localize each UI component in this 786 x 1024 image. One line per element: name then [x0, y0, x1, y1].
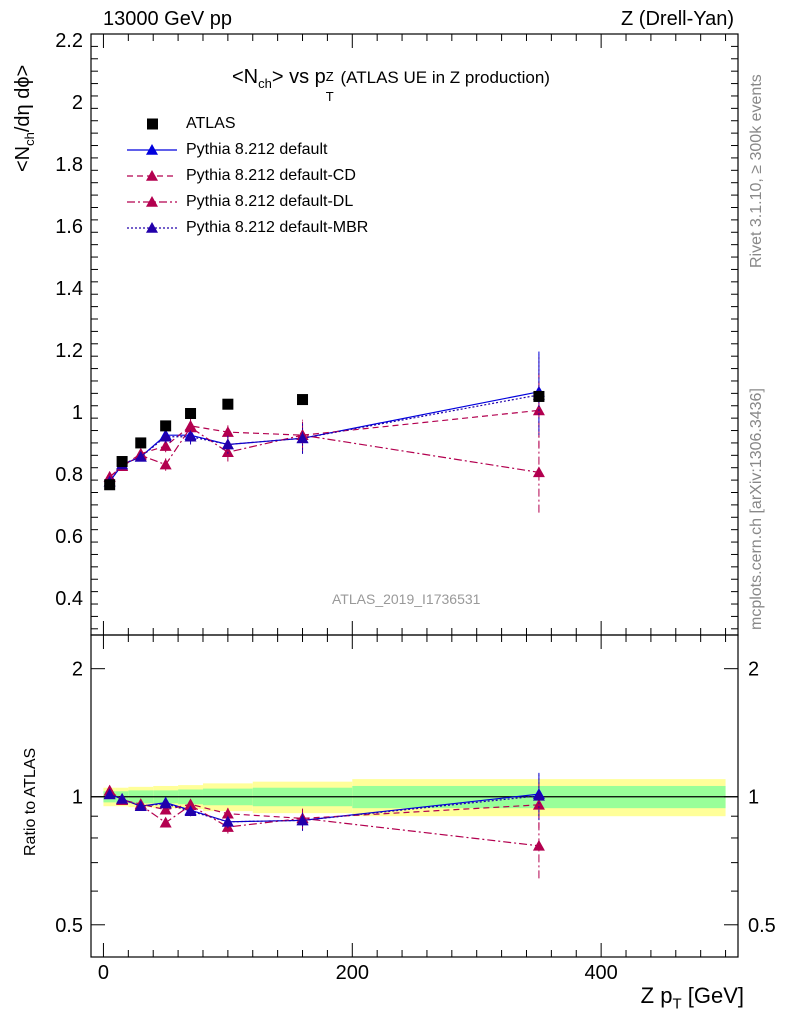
legend-marker-0 — [146, 144, 158, 155]
data-point-atlas — [222, 398, 234, 410]
y-tick-label: 1.6 — [55, 216, 83, 238]
y-tick-label: 0.4 — [55, 588, 83, 610]
analysis-watermark-text: ATLAS_2019_I1736531 — [332, 591, 481, 607]
ratio-panel-frame — [90, 634, 739, 958]
data-point-atlas — [104, 479, 116, 491]
data-point-atlas — [185, 407, 197, 419]
y-axis-label-main-a: <N — [12, 145, 34, 172]
series-point-ratio-3 — [159, 797, 172, 809]
header-left-text: 13000 GeV pp — [103, 8, 232, 30]
series-point-ratio-3 — [103, 788, 116, 800]
x-tick-label: 0 — [98, 962, 109, 984]
header-right-text: Z (Drell-Yan) — [621, 8, 734, 30]
data-point-atlas — [533, 390, 545, 402]
ratio-y-tick-label: 0.5 — [55, 915, 83, 937]
legend-label-atlas: ATLAS — [186, 115, 236, 133]
series-point-ratio-2 — [159, 816, 172, 828]
y-tick-label: 1.2 — [55, 340, 83, 362]
y-tick-label: 2.2 — [55, 30, 83, 52]
plot-title-sub-a: ch — [258, 76, 272, 91]
legend-marker-atlas — [147, 118, 158, 130]
x-axis-label-b: [GeV] — [681, 983, 744, 1008]
series-point-main-3 — [159, 430, 172, 442]
x-axis-label: Z pT [GeV] — [641, 983, 744, 1012]
side-text-bottom: mcplots.cern.ch [arXiv:1306.3436] — [748, 388, 766, 630]
legend-label-mbr: Pythia 8.212 default-MBR — [186, 219, 368, 237]
series-point-main-2 — [221, 446, 234, 458]
legend-label-dl: Pythia 8.212 default-DL — [186, 193, 353, 211]
legend-label-4: Pythia 8.212 default-MBR — [186, 219, 369, 236]
ratio-y-tick-label-right: 2 — [748, 659, 759, 681]
legend-label-2: Pythia 8.212 default-CD — [186, 167, 356, 184]
y-axis-label-main-b: /dη dϕ> — [12, 64, 34, 133]
y-tick-label: 1 — [72, 402, 83, 424]
series-point-main-2 — [532, 466, 545, 478]
x-tick-label: 400 — [584, 962, 617, 984]
y-axis-label-ratio-text: Ratio to ATLAS — [22, 747, 39, 856]
plot-title-part-b: > vs p — [271, 66, 326, 88]
series-line-main-1 — [109, 409, 539, 478]
y-tick-label: 1.4 — [55, 278, 83, 300]
legend-marker-1 — [146, 170, 158, 181]
series-point-main-3 — [134, 450, 147, 462]
side-text-top-label: Rivet 3.1.10, ≥ 300k events — [748, 74, 765, 268]
header-right: Z (Drell-Yan) — [621, 8, 734, 31]
header-left: 13000 GeV pp — [103, 8, 232, 31]
series-point-ratio-3 — [532, 789, 545, 801]
data-point-atlas — [297, 394, 309, 406]
plot-title-part-a: <N — [232, 66, 259, 88]
data-point-atlas — [160, 420, 172, 432]
legend-marker-2 — [146, 196, 158, 207]
series-point-ratio-2 — [532, 839, 545, 851]
y-tick-label: 0.8 — [55, 464, 83, 486]
plot-title-sub-b: T — [325, 89, 334, 104]
y-tick-label: 2 — [72, 92, 83, 114]
ratio-y-tick-label: 2 — [72, 659, 83, 681]
y-tick-label: 0.6 — [55, 526, 83, 548]
series-point-ratio-3 — [221, 815, 234, 827]
series-line-ratio-1 — [109, 790, 539, 819]
plot-title-tail: (ATLAS UE in Z production) — [335, 68, 550, 87]
series-point-main-1 — [159, 440, 172, 451]
series-point-ratio-1 — [159, 803, 172, 815]
data-point-atlas — [116, 456, 128, 468]
y-axis-label-ratio: Ratio to ATLAS — [22, 748, 40, 856]
legend-label-1: Pythia 8.212 default — [186, 141, 328, 158]
series-point-ratio-3 — [116, 792, 129, 804]
series-point-ratio-3 — [134, 800, 147, 812]
series-point-main-2 — [159, 458, 172, 470]
ratio-y-tick-label-right: 0.5 — [748, 915, 776, 937]
y-tick-label: 1.8 — [55, 154, 83, 176]
legend-label-cd: Pythia 8.212 default-CD — [186, 167, 356, 185]
series-point-ratio-1 — [221, 807, 234, 819]
y-axis-label-main: <Nch/dη dϕ> — [12, 65, 37, 172]
series-point-main-3 — [184, 430, 197, 442]
series-point-ratio-3 — [184, 805, 197, 817]
series-point-main-1 — [221, 426, 234, 437]
side-text-top: Rivet 3.1.10, ≥ 300k events — [748, 74, 766, 268]
data-point-atlas — [135, 437, 147, 449]
side-text-bottom-label: mcplots.cern.ch [arXiv:1306.3436] — [748, 388, 765, 630]
ratio-y-tick-label: 1 — [72, 787, 83, 809]
series-point-ratio-3 — [296, 814, 309, 826]
series-point-main-2 — [184, 421, 197, 433]
series-point-main-3 — [296, 432, 309, 444]
legend-label-0: ATLAS — [186, 115, 236, 132]
x-axis-label-sub: T — [672, 995, 682, 1013]
legend-marker-3 — [146, 222, 158, 233]
series-point-ratio-1 — [532, 798, 545, 810]
series-point-ratio-2 — [184, 799, 197, 811]
series-point-main-3 — [221, 438, 234, 450]
legend-label-3: Pythia 8.212 default-DL — [186, 193, 354, 210]
x-axis-label-a: Z p — [640, 983, 673, 1008]
plot-title-sup: Z — [325, 69, 334, 84]
y-axis-label-main-sub: ch — [22, 132, 37, 146]
ratio-y-tick-label-right: 1 — [748, 787, 759, 809]
x-tick-label: 200 — [336, 962, 369, 984]
analysis-watermark: ATLAS_2019_I1736531 — [332, 591, 480, 607]
legend-label-default: Pythia 8.212 default — [186, 141, 327, 159]
